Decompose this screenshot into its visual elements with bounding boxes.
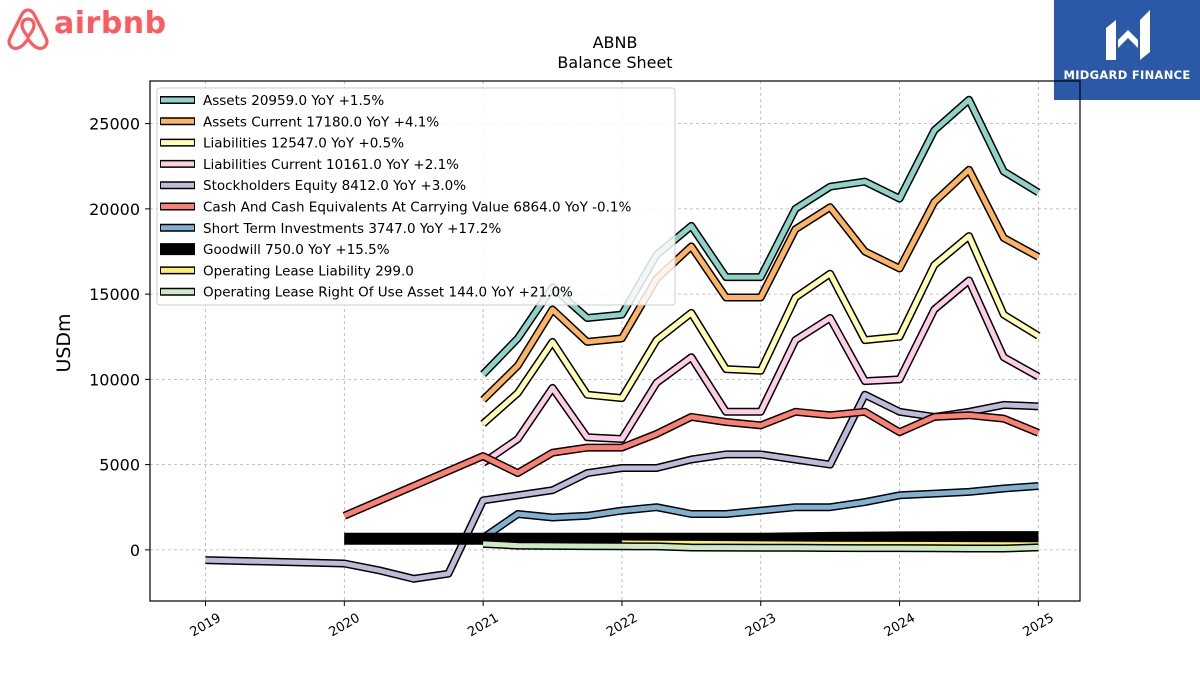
legend-entry: Liabilities 12547.0 YoY +0.5% xyxy=(160,136,404,152)
y-axis-label: USDm xyxy=(53,313,75,372)
legend-entry: Liabilities Current 10161.0 YoY +2.1% xyxy=(160,157,459,173)
x-tick-label: 2024 xyxy=(882,611,918,641)
chart-subtitle: Balance Sheet xyxy=(557,53,672,72)
series-line-7 xyxy=(480,482,1039,542)
series-line-4 xyxy=(480,276,1041,467)
series-line-1 xyxy=(480,95,1041,377)
series-line-5 xyxy=(205,390,1039,583)
chart-title: ABNB xyxy=(593,33,638,52)
legend: Assets 20959.0 YoY +1.5% Assets Current 1… xyxy=(156,87,676,306)
legend-label: Assets 20959.0 YoY +1.5% xyxy=(203,93,384,109)
x-tick-label: 2019 xyxy=(188,611,224,641)
series-line-6 xyxy=(342,407,1040,520)
y-tick-label: 0 xyxy=(130,541,140,560)
legend-label: Goodwill 750.0 YoY +15.5% xyxy=(203,242,390,258)
y-axis-ticks: 0 5000 10000 15000 20000 25000 xyxy=(89,115,150,560)
x-tick-label: 2025 xyxy=(1021,611,1057,641)
legend-label: Cash And Cash Equivalents At Carrying Va… xyxy=(203,200,631,216)
legend-entry: Goodwill 750.0 YoY +15.5% xyxy=(160,242,390,258)
legend-label: Operating Lease Liability 299.0 xyxy=(203,263,414,279)
series-line-2 xyxy=(480,165,1041,403)
legend-entry: Assets Current 17180.0 YoY +4.1% xyxy=(160,114,439,130)
x-tick-label: 2022 xyxy=(604,611,640,641)
y-tick-label: 20000 xyxy=(89,200,140,219)
legend-entry: Cash And Cash Equivalents At Carrying Va… xyxy=(160,200,631,216)
legend-entry: Operating Lease Liability 299.0 xyxy=(160,263,414,279)
legend-box xyxy=(156,87,676,306)
sponsor-badge: MIDGARD FINANCE xyxy=(1054,0,1200,100)
series-lines xyxy=(205,95,1041,583)
legend-entry: Operating Lease Right Of Use Asset 144.0… xyxy=(160,285,573,301)
x-axis-ticks: 2019 2020 2021 2022 2023 2024 2025 xyxy=(188,601,1057,640)
legend-label: Short Term Investments 3747.0 YoY +17.2% xyxy=(203,221,501,237)
series-line-8 xyxy=(344,531,1039,545)
series-line-10 xyxy=(482,539,1039,553)
x-tick-label: 2023 xyxy=(743,611,779,641)
y-tick-label: 10000 xyxy=(89,370,140,389)
legend-entry: Short Term Investments 3747.0 YoY +17.2% xyxy=(160,221,501,237)
y-tick-label: 25000 xyxy=(89,115,140,134)
brand-logo xyxy=(4,4,154,52)
midgard-logo-icon xyxy=(1106,10,1150,60)
brand-name: airbnb xyxy=(54,6,167,41)
legend-entry: Assets 20959.0 YoY +1.5% xyxy=(160,93,384,109)
legend-label: Assets Current 17180.0 YoY +4.1% xyxy=(203,114,439,130)
plot-frame xyxy=(149,80,1081,602)
legend-label: Liabilities 12547.0 YoY +0.5% xyxy=(203,136,404,152)
legend-entry: Stockholders Equity 8412.0 YoY +3.0% xyxy=(160,178,466,194)
x-tick-label: 2020 xyxy=(326,611,362,641)
series-line-3 xyxy=(480,232,1041,427)
x-tick-label: 2021 xyxy=(465,611,501,641)
legend-label: Operating Lease Right Of Use Asset 144.0… xyxy=(203,285,573,301)
y-tick-label: 5000 xyxy=(99,456,140,475)
y-tick-label: 15000 xyxy=(89,285,140,304)
sponsor-name: MIDGARD FINANCE xyxy=(1063,68,1191,82)
legend-label: Liabilities Current 10161.0 YoY +2.1% xyxy=(203,157,459,173)
airbnb-logo-icon xyxy=(7,8,49,50)
legend-label: Stockholders Equity 8412.0 YoY +3.0% xyxy=(203,178,466,194)
